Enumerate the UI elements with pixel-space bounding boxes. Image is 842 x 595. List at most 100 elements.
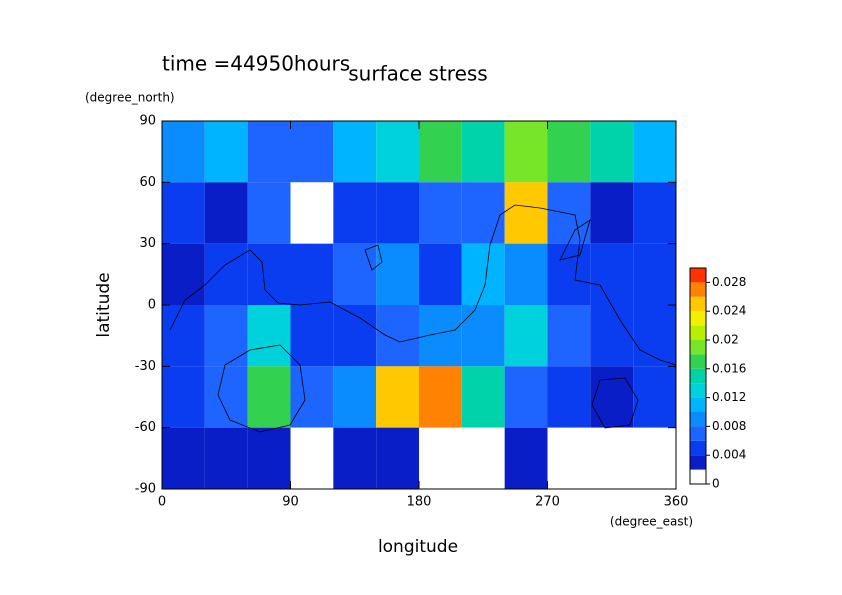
field-cell [590, 305, 634, 367]
field-cell [590, 427, 634, 489]
coastline [169, 204, 677, 366]
colorbar-tick-label: 0.012 [712, 390, 746, 404]
coastline [364, 244, 383, 271]
field-cell [633, 305, 676, 367]
field-cell [333, 121, 377, 183]
x-tick-label: 180 [407, 495, 432, 510]
field-cell [162, 305, 205, 367]
field-cell [376, 427, 419, 489]
colorbar-segment [690, 282, 706, 297]
field-cell [290, 121, 334, 183]
field-cell [204, 182, 248, 244]
field-cell [204, 121, 248, 183]
coastline [217, 344, 306, 433]
field-cell [633, 243, 676, 305]
colorbar-segment [690, 455, 706, 470]
field-cell [162, 427, 205, 489]
field-cell [547, 243, 591, 305]
field-cell [504, 305, 548, 367]
field-cell [290, 243, 334, 305]
field-cell [547, 121, 591, 183]
colorbar-tick-label: 0.024 [712, 304, 746, 318]
field-cell [461, 121, 505, 183]
colorbar-segment [690, 412, 706, 427]
field-cell [333, 182, 377, 244]
colorbar-segment [690, 340, 706, 355]
x-tick-label: 90 [282, 495, 299, 510]
field-cell [504, 427, 548, 489]
y-tick-label: 30 [139, 236, 156, 251]
field-cell [333, 427, 377, 489]
colorbar-segment [690, 440, 706, 456]
colorbar-segment [690, 383, 706, 398]
colorbar-segment [690, 426, 706, 441]
field-cell [633, 366, 676, 428]
x-unit: (degree_east) [610, 515, 693, 529]
field-cell [204, 305, 248, 367]
colorbar-tick-label: 0.02 [712, 333, 739, 347]
colorbar-segment [690, 368, 706, 384]
x-tick-label: 270 [535, 495, 560, 510]
colorbar-segment [690, 397, 706, 412]
field-cell [247, 366, 291, 428]
field-cell [247, 305, 291, 367]
field-cell [290, 427, 334, 489]
field-cell [419, 243, 462, 305]
colorbar-segment [690, 469, 706, 484]
field-cell [204, 427, 248, 489]
field-cell [247, 121, 291, 183]
x-tick-label: 0 [158, 495, 166, 510]
field-cell [162, 366, 205, 428]
colorbar-tick-label: 0.028 [712, 275, 746, 289]
field-cell [376, 366, 419, 428]
field-cell [376, 182, 419, 244]
field-cell [419, 427, 462, 489]
colorbar-segment [690, 311, 706, 326]
colorbar-tick-label: 0 [712, 477, 720, 491]
y-axis-label: latitude [94, 272, 114, 337]
x-tick-label: 360 [664, 495, 689, 510]
colorbar-segment [690, 268, 706, 283]
field-cell [376, 243, 419, 305]
colorbar-segment [690, 354, 706, 369]
field-cell [419, 121, 462, 183]
chart-title: surface stress [348, 62, 487, 86]
colorbar-frame [689, 267, 707, 485]
field-cell [504, 243, 548, 305]
field-cell [461, 427, 505, 489]
field-cell [333, 305, 377, 367]
colorbar-segment [690, 325, 706, 340]
field-cell [290, 182, 334, 244]
field-cell [247, 182, 291, 244]
field-cell [504, 366, 548, 428]
field-cell [333, 366, 377, 428]
field-cell [290, 366, 334, 428]
field-cell [376, 121, 419, 183]
field-cell [461, 243, 505, 305]
field [162, 121, 676, 489]
y-tick-label: 60 [139, 175, 156, 190]
field-cell [461, 305, 505, 367]
colorbar-tick-label: 0.004 [712, 448, 746, 462]
field-cell [162, 182, 205, 244]
field-cell [547, 305, 591, 367]
field-cell [590, 243, 634, 305]
colorbar-tick-label: 0.016 [712, 361, 746, 375]
coastline [591, 377, 639, 429]
y-tick-label: 90 [139, 114, 156, 129]
field-cell [247, 243, 291, 305]
y-tick-label: -90 [135, 482, 156, 497]
field-cell [461, 182, 505, 244]
field-cell [504, 121, 548, 183]
field-cell [590, 182, 634, 244]
field-cell [590, 366, 634, 428]
field-cell [204, 243, 248, 305]
field-cell [162, 243, 205, 305]
field-cell [547, 366, 591, 428]
field-cell [461, 366, 505, 428]
field-cell [290, 305, 334, 367]
y-unit: (degree_north) [85, 91, 175, 105]
field-cell [547, 427, 591, 489]
field-cell [247, 427, 291, 489]
